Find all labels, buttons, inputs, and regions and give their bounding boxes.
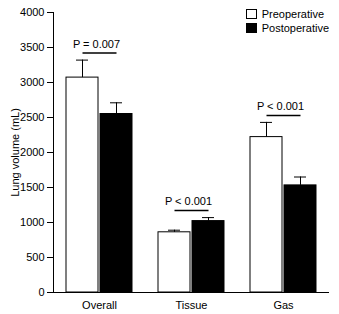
svg-text:Lung volume (mL): Lung volume (mL) xyxy=(9,108,21,197)
svg-text:1000: 1000 xyxy=(20,216,44,228)
svg-text:3500: 3500 xyxy=(20,41,44,53)
svg-text:2500: 2500 xyxy=(20,111,44,123)
svg-text:4000: 4000 xyxy=(20,6,44,18)
svg-text:2000: 2000 xyxy=(20,146,44,158)
svg-text:P < 0.001: P < 0.001 xyxy=(257,100,304,112)
svg-text:P < 0.001: P < 0.001 xyxy=(165,195,212,207)
html-text:Preoperative: Preoperative xyxy=(261,8,325,20)
svg-text:P = 0.007: P = 0.007 xyxy=(73,38,120,50)
svg-text:500: 500 xyxy=(26,251,44,263)
svg-text:Overall: Overall xyxy=(82,299,117,311)
svg-text:3000: 3000 xyxy=(20,76,44,88)
svg-text:Gas: Gas xyxy=(273,299,294,311)
html-text:Postoperative: Postoperative xyxy=(261,22,329,34)
svg-text:0: 0 xyxy=(38,286,44,298)
svg-text:1500: 1500 xyxy=(20,181,44,193)
svg-text:Tissue: Tissue xyxy=(176,299,208,311)
